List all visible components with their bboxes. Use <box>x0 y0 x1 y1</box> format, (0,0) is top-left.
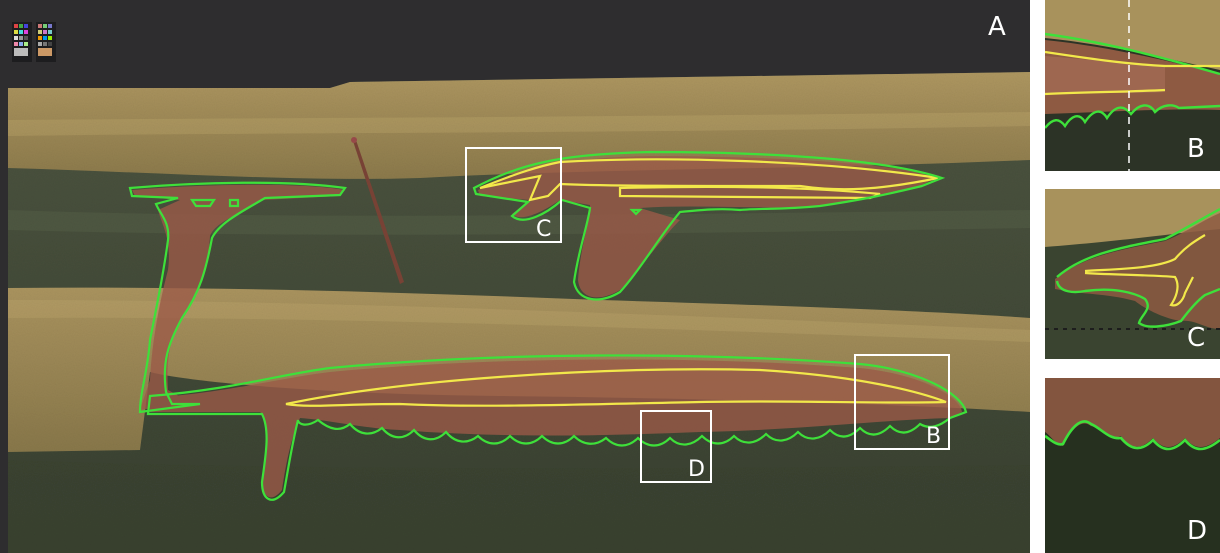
soil-profile-image: C B D <box>0 0 1030 553</box>
box-b-label: B <box>926 424 941 449</box>
outer-outline <box>128 150 968 501</box>
panel-c: C <box>1045 189 1220 359</box>
inset-box-d: D <box>640 410 712 483</box>
panel-b: B <box>1045 0 1220 171</box>
inset-box-c: C <box>465 147 562 243</box>
inset-d-image <box>1045 378 1220 553</box>
panel-d: D <box>1045 378 1220 553</box>
inset-b-image <box>1045 0 1220 171</box>
inset-box-b: B <box>854 354 950 450</box>
panel-a: C B D A <box>0 0 1030 553</box>
stained-region <box>132 156 962 498</box>
inset-c-image <box>1045 189 1220 359</box>
box-d-label: D <box>688 457 705 482</box>
box-c-label: C <box>536 217 551 242</box>
color-chart-icon <box>12 22 56 62</box>
